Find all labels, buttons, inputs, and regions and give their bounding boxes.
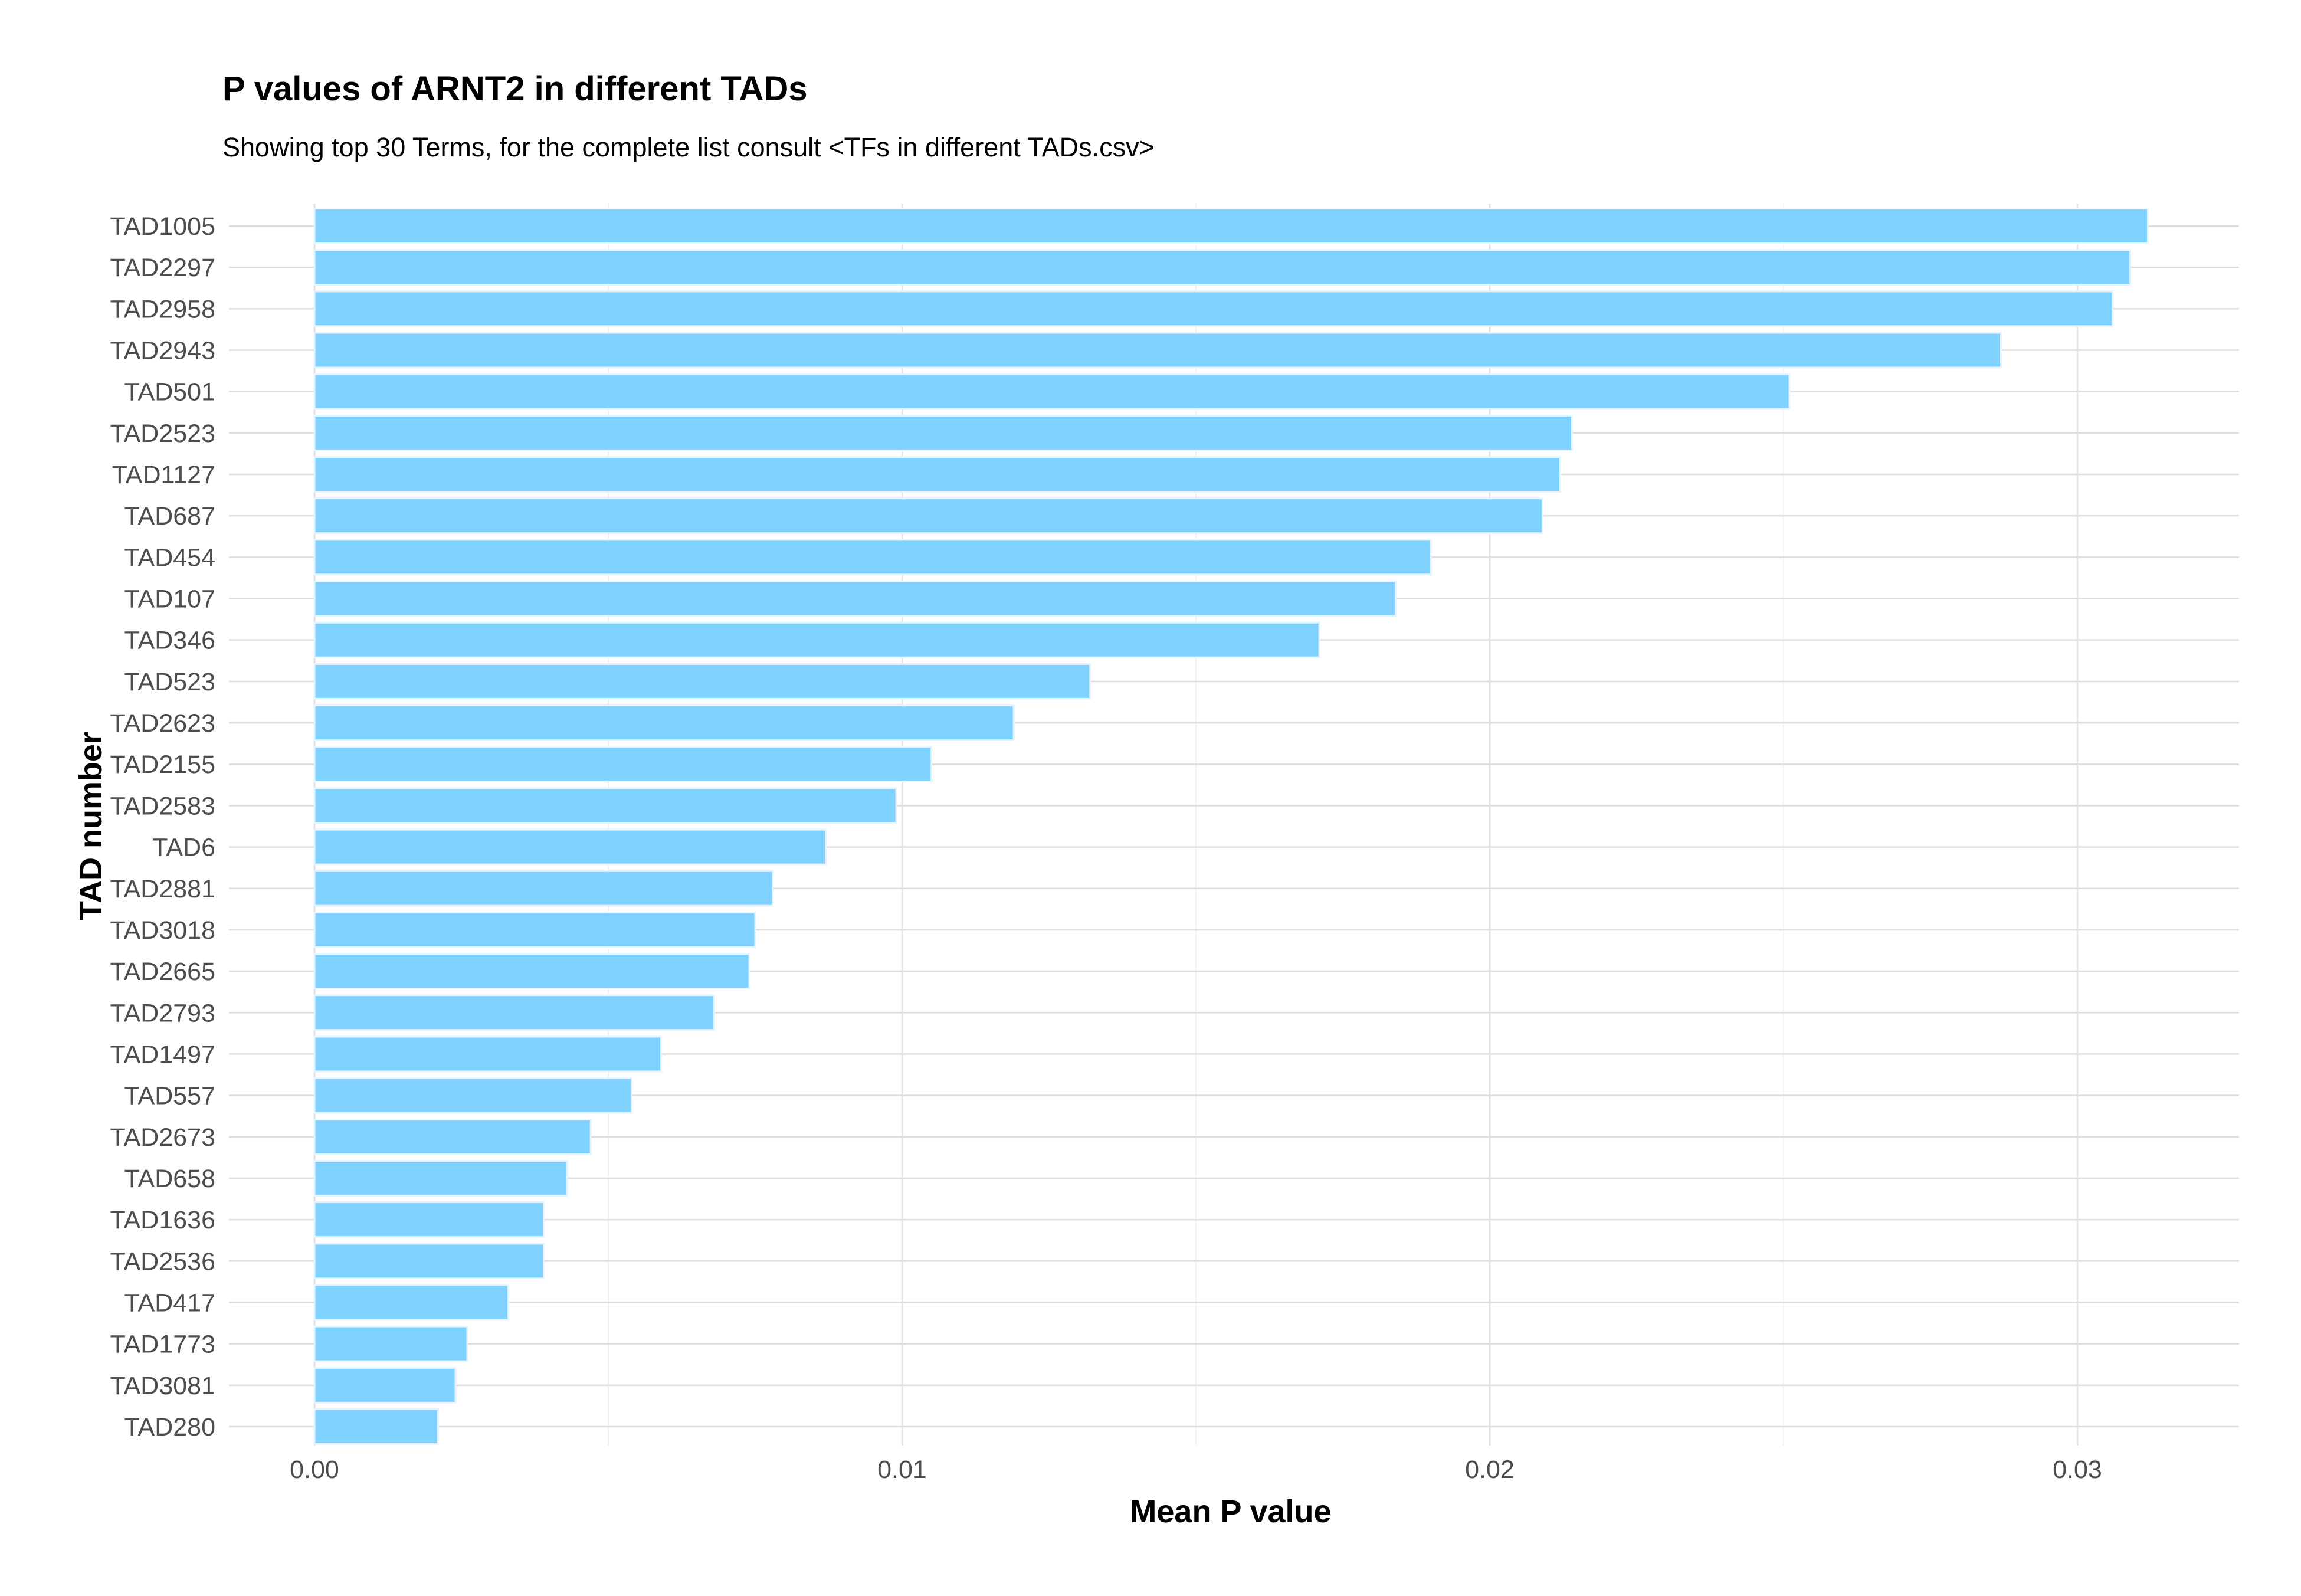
bar xyxy=(313,1201,545,1238)
y-tick-label: TAD2673 xyxy=(110,1123,215,1152)
x-tick-label: 0.02 xyxy=(1465,1456,1515,1484)
y-tick-label: TAD2793 xyxy=(110,999,215,1027)
bar xyxy=(313,621,1320,658)
bar xyxy=(313,1284,510,1321)
bar xyxy=(313,828,827,866)
bar xyxy=(313,870,774,907)
bar xyxy=(313,249,2132,286)
bars xyxy=(313,208,2149,1445)
y-tick-label: TAD3081 xyxy=(110,1372,215,1400)
y-tick-label: TAD2155 xyxy=(110,751,215,779)
y-tick-label: TAD2297 xyxy=(110,254,215,282)
bar xyxy=(313,290,2114,327)
bar xyxy=(313,1077,633,1114)
y-tick-label: TAD1497 xyxy=(110,1040,215,1069)
bar xyxy=(313,373,1791,410)
y-tick-label: TAD3018 xyxy=(110,916,215,945)
y-tick-label: TAD107 xyxy=(124,585,215,614)
y-tick-label: TAD1773 xyxy=(110,1330,215,1359)
bar xyxy=(313,1366,457,1404)
bar xyxy=(313,663,1092,700)
bar xyxy=(313,414,1573,451)
bar xyxy=(313,911,756,948)
x-axis-tick-labels: 0.00 0.01 0.02 0.03 xyxy=(290,1456,2102,1484)
bar xyxy=(313,456,1562,493)
y-tick-label: TAD557 xyxy=(124,1082,215,1110)
x-axis-title: Mean P value xyxy=(1130,1494,1331,1529)
y-tick-label: TAD2881 xyxy=(110,875,215,903)
bar xyxy=(313,746,933,783)
chart-title: P values of ARNT2 in different TADs xyxy=(222,70,808,108)
bar xyxy=(313,208,2149,244)
y-tick-label: TAD2623 xyxy=(110,709,215,738)
x-tick-label: 0.01 xyxy=(877,1456,927,1484)
x-tick-label: 0.03 xyxy=(2053,1456,2102,1484)
bar xyxy=(313,1408,439,1445)
bar xyxy=(313,332,2002,369)
bar xyxy=(313,787,897,824)
y-axis-tick-labels: TAD1005 TAD2297 TAD2958 TAD2943 TAD501 TAD252… xyxy=(110,212,215,1441)
bar xyxy=(313,580,1397,617)
y-tick-label: TAD454 xyxy=(124,543,215,572)
y-tick-label: TAD2523 xyxy=(110,420,215,448)
y-tick-label: TAD1636 xyxy=(110,1206,215,1234)
y-tick-label: TAD2958 xyxy=(110,295,215,323)
y-tick-label: TAD2943 xyxy=(110,337,215,365)
y-tick-label: TAD658 xyxy=(124,1165,215,1193)
y-tick-label: TAD6 xyxy=(152,834,215,862)
bar xyxy=(313,994,715,1031)
y-tick-label: TAD346 xyxy=(124,627,215,655)
y-tick-label: TAD417 xyxy=(124,1289,215,1317)
bar xyxy=(313,1243,545,1280)
bar xyxy=(313,1035,663,1073)
y-tick-label: TAD280 xyxy=(124,1413,215,1441)
bar xyxy=(313,497,1544,535)
x-tick-label: 0.00 xyxy=(290,1456,339,1484)
bar xyxy=(313,1118,592,1155)
y-tick-label: TAD2536 xyxy=(110,1247,215,1276)
y-tick-label: TAD523 xyxy=(124,668,215,696)
y-tick-label: TAD687 xyxy=(124,502,215,530)
bar xyxy=(313,1159,568,1197)
chart-subtitle: Showing top 30 Terms, for the complete l… xyxy=(222,132,1155,162)
y-axis-title: TAD number xyxy=(73,732,109,920)
bar xyxy=(313,704,1015,742)
bar xyxy=(313,1325,468,1362)
y-tick-label: TAD1005 xyxy=(110,212,215,241)
y-tick-label: TAD2583 xyxy=(110,792,215,820)
bar xyxy=(313,953,750,990)
y-tick-label: TAD2665 xyxy=(110,958,215,986)
y-tick-label: TAD501 xyxy=(124,378,215,407)
bar xyxy=(313,539,1432,576)
y-tick-label: TAD1127 xyxy=(112,461,215,489)
